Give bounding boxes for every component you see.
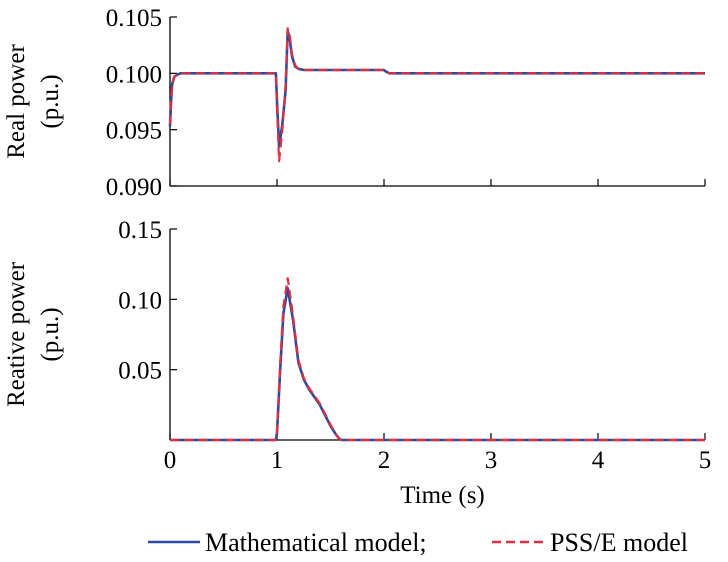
real-power-series-psse-model (168, 27, 705, 163)
reactive-power-panel: 0.05 0.10 0.15 0 1 2 3 4 5 Reative power (p.u.) Tim… (3, 217, 711, 509)
reactive-power-x-tick-label: 2 (378, 447, 391, 474)
reactive-power-series-psse-model (170, 277, 705, 442)
reactive-power-y-axis-title: (p.u.) (37, 307, 64, 361)
x-axis-title: Time (s) (400, 482, 485, 509)
reactive-power-y-axis-title: Reative power (3, 261, 30, 407)
reactive-power-y-tick-label: 0.10 (118, 287, 162, 314)
reactive-power-x-tick-label: 1 (271, 447, 284, 474)
reactive-power-x-tick-label: 5 (699, 447, 712, 474)
real-power-y-tick-label: 0.095 (106, 118, 162, 145)
legend-label-mathematical-model: Mathematical model; (205, 528, 427, 557)
reactive-power-x-tick-label: 4 (592, 447, 605, 474)
real-power-y-tick-label: 0.090 (106, 174, 162, 201)
real-power-y-tick-label: 0.100 (106, 61, 162, 88)
real-power-y-axis-title: Real power (3, 44, 30, 159)
real-power-series-mathematical-model (168, 29, 705, 148)
reactive-power-y-tick-label: 0.05 (118, 358, 162, 385)
reactive-power-x-tick-label: 3 (485, 447, 498, 474)
real-power-y-axis-title: (p.u.) (37, 74, 64, 128)
real-power-y-tick-label: 0.105 (106, 5, 162, 32)
legend-label-psse-model: PSS/E model (550, 528, 688, 557)
legend: Mathematical model; PSS/E model (148, 528, 688, 557)
real-power-panel: 0.090 0.095 0.100 0.105 Real power (p.u.) (3, 5, 706, 201)
reactive-power-y-tick-label: 0.15 (118, 217, 162, 244)
reactive-power-x-tick-label: 0 (164, 447, 177, 474)
reactive-power-series-mathematical-model (170, 286, 705, 442)
